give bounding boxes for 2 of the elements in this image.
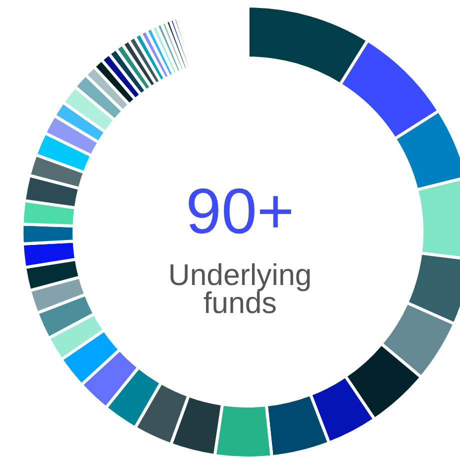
text: Underlying funds (168, 259, 312, 320)
text: 90+ (186, 175, 294, 247)
